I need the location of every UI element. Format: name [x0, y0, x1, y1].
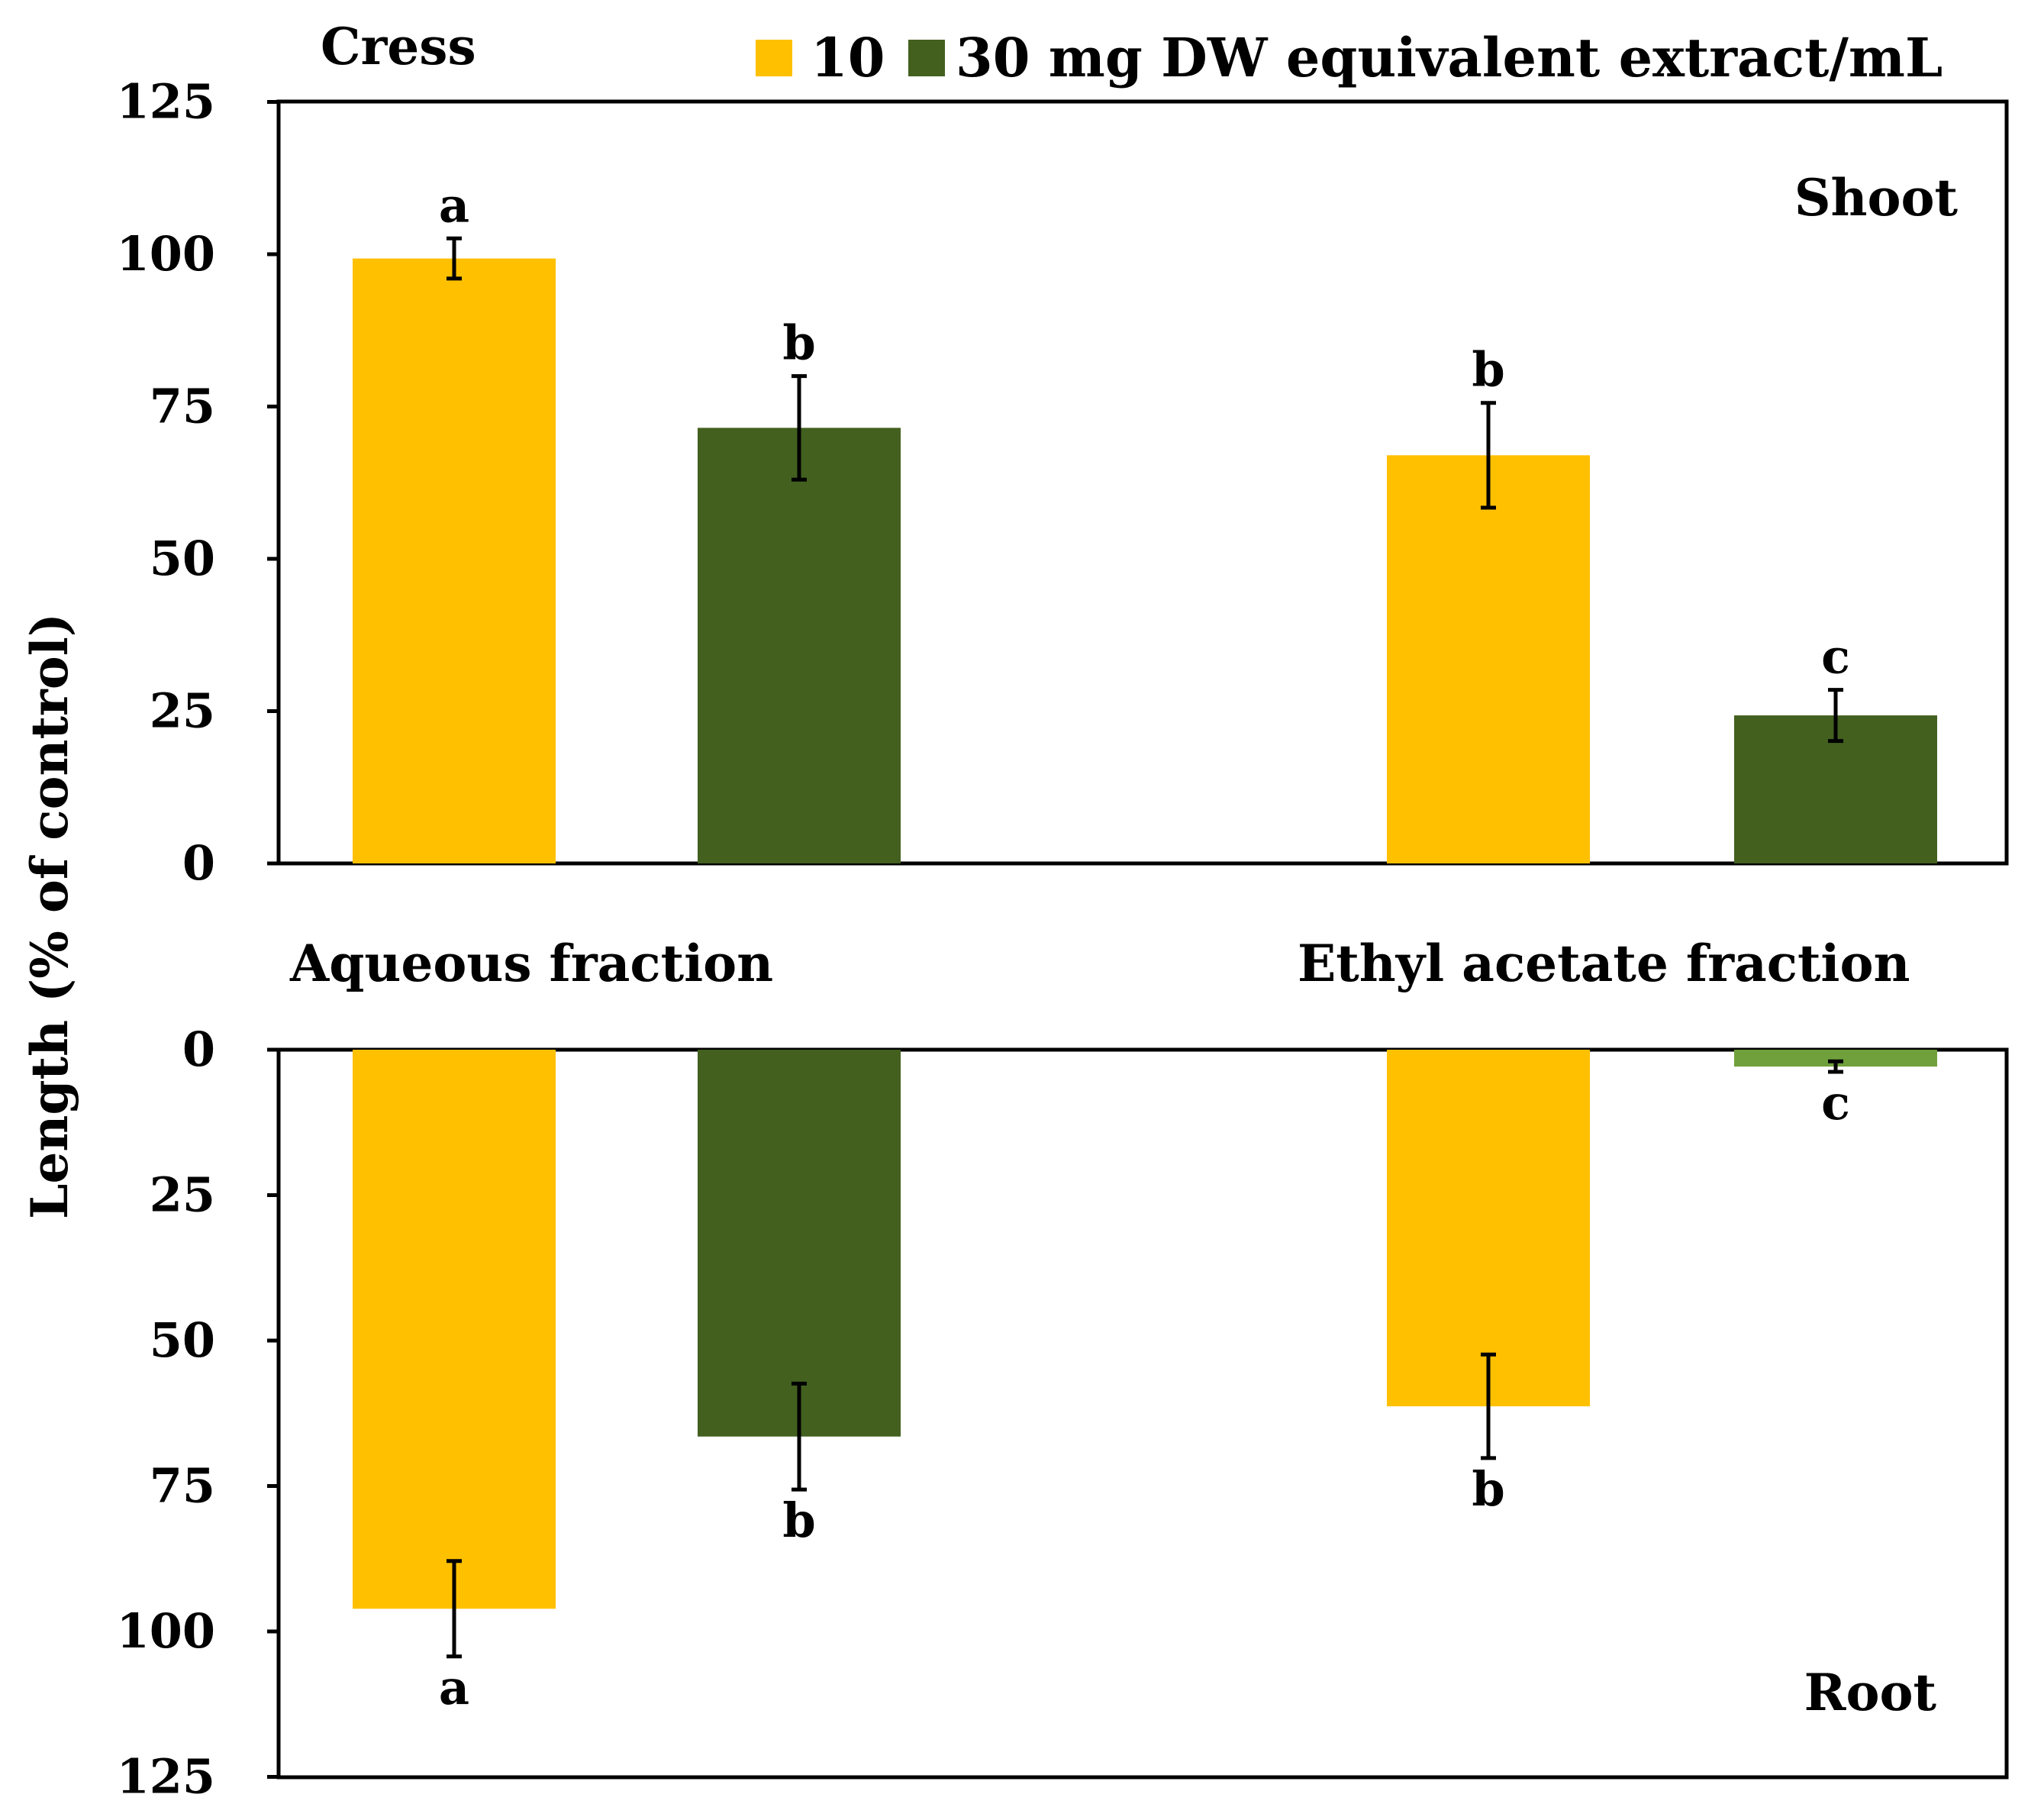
shoot-tick-label: 75 [150, 379, 215, 434]
legend-label-10: 10 [811, 26, 885, 89]
shoot-error-bar [792, 374, 807, 482]
shoot-error-bar [1828, 688, 1843, 744]
root-tick-label: 0 [182, 1021, 215, 1077]
root-bar-30-ethyl-acetate [1734, 1050, 1937, 1067]
shoot-panel-label: Shoot [1794, 168, 1959, 228]
category-label-ethyl-acetate: Ethyl acetate fraction [1298, 934, 1910, 993]
shoot-plot-frame [276, 99, 2009, 866]
shoot-bar-10-aqueous [353, 258, 556, 863]
legend-label-30: 30 mg DW equivalent extract/mL [956, 26, 1943, 89]
shoot-bar-10-ethyl-acetate [1387, 455, 1590, 863]
chart-title: Cress [321, 17, 476, 76]
root-bar-10-aqueous [353, 1050, 556, 1609]
root-tick-label: 25 [150, 1167, 215, 1223]
root-bar-10-ethyl-acetate [1387, 1050, 1590, 1407]
shoot-error-bar [1481, 401, 1496, 510]
root-significance-letter: b [782, 1492, 815, 1548]
root-error-bar [792, 1381, 807, 1492]
shoot-significance-letter: b [782, 315, 815, 371]
legend: 10 30 mg DW equivalent extract/mL [756, 26, 1943, 89]
shoot-panel: 0 25 50 75 100 125 a b b c Shoot [117, 74, 2009, 891]
root-significance-letter: a [439, 1660, 469, 1715]
shoot-significance-letter: b [1472, 342, 1504, 398]
shoot-bars: a b b c [353, 177, 1937, 863]
root-error-bar [447, 1559, 462, 1659]
shoot-significance-letter: c [1821, 629, 1850, 685]
root-significance-letter: c [1821, 1075, 1850, 1131]
root-error-bar [1828, 1059, 1843, 1074]
legend-swatch-10 [756, 40, 792, 76]
root-panel-label: Root [1804, 1663, 1937, 1722]
shoot-significance-letter: a [439, 177, 469, 233]
shoot-tick-label: 100 [117, 226, 215, 282]
shoot-tick-label: 25 [150, 683, 215, 739]
root-error-bar [1481, 1352, 1496, 1460]
root-tick-label: 100 [117, 1603, 215, 1659]
root-panel: 0 25 50 75 100 125 a b b c Root [117, 1021, 2009, 1805]
root-plot-frame [276, 1047, 2009, 1780]
category-label-aqueous: Aqueous fraction [289, 934, 773, 993]
y-axis-title: Length (% of control) [20, 613, 79, 1219]
root-y-ticks: 0 25 50 75 100 125 [117, 1021, 279, 1805]
root-bars: a b b c [353, 1050, 1937, 1715]
shoot-error-bar [447, 236, 462, 281]
root-significance-letter: b [1472, 1461, 1504, 1517]
root-tick-label: 75 [150, 1458, 215, 1514]
shoot-bar-30-aqueous [698, 428, 901, 863]
shoot-tick-label: 125 [117, 74, 215, 130]
root-tick-label: 125 [117, 1749, 215, 1805]
root-bar-30-aqueous [698, 1050, 901, 1437]
shoot-tick-label: 0 [182, 835, 215, 891]
shoot-tick-label: 50 [150, 531, 215, 586]
root-tick-label: 50 [150, 1312, 215, 1368]
shoot-y-ticks: 0 25 50 75 100 125 [117, 74, 279, 891]
legend-swatch-30 [908, 40, 945, 76]
